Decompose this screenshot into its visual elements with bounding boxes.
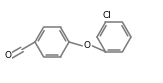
Text: Cl: Cl — [102, 11, 111, 20]
Text: O: O — [4, 51, 11, 61]
Text: O: O — [84, 41, 91, 50]
